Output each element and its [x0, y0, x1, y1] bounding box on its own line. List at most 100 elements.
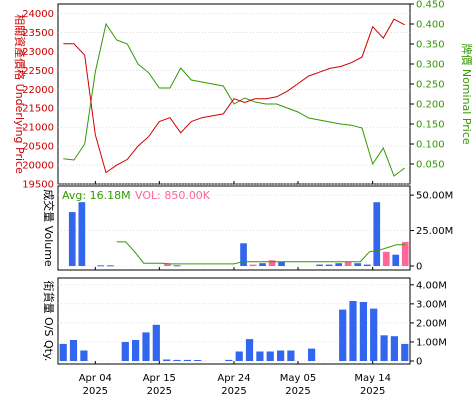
os-qty-bar — [80, 350, 88, 361]
date-label-year: 2025 — [221, 386, 246, 397]
os-qty-bar — [163, 359, 171, 361]
date-axis-labels: Apr 04 2025 Apr 15 2025 Apr 24 2025 May 05 2025… — [79, 181, 391, 397]
os-qty-bar — [235, 351, 243, 361]
underlying-tick-label: 22500 — [22, 66, 54, 77]
volume-bar — [173, 265, 181, 267]
volume-bar — [78, 202, 86, 266]
underlying-tick-label: 23500 — [22, 28, 54, 39]
date-label-month-day: Apr 04 — [79, 373, 112, 384]
os-qty-tick-label: 4.00M — [416, 280, 447, 291]
volume-bar — [363, 264, 371, 266]
os-qty-axis-title: 街貨量 O/S Qty. — [42, 281, 56, 362]
os-qty-bar — [287, 350, 295, 361]
volume-bar — [392, 254, 400, 266]
os-qty-bar — [245, 339, 254, 361]
volume-bar — [373, 202, 381, 266]
os-qty-ticks: 4.00M 3.00M 2.00M 1.00M 0 — [410, 280, 447, 368]
volume-tick-label: 50.00M — [416, 191, 453, 202]
os-qty-tick-label: 1.00M — [416, 337, 447, 348]
os-qty-bar — [183, 359, 191, 361]
nominal-tick-label: 0.350 — [416, 40, 445, 51]
nominal-tick-label: 0.150 — [416, 120, 445, 131]
date-label-year: 2025 — [147, 386, 172, 397]
volume-bar — [268, 260, 276, 266]
underlying-tick-label: 21000 — [22, 123, 54, 134]
os-qty-bar — [69, 340, 78, 361]
os-qty-bar — [194, 360, 202, 361]
os-qty-bar — [256, 351, 264, 361]
nominal-price-line — [63, 22, 405, 177]
nominal-tick-label: 0.300 — [416, 60, 445, 71]
os-qty-tick-label: 2.00M — [416, 318, 447, 329]
volume-panel-frame — [57, 185, 411, 271]
volume-bar — [164, 263, 171, 266]
volume-bar — [325, 264, 333, 266]
volume-bar — [335, 263, 342, 266]
underlying-tick-label: 19500 — [22, 180, 54, 191]
os-qty-bar — [401, 343, 409, 361]
underlying-tick-label: 22000 — [22, 85, 54, 96]
volume-bars — [68, 202, 409, 267]
os-qty-tick-label: 3.00M — [416, 299, 447, 310]
volume-bar — [107, 265, 114, 267]
underlying-tick-label: 20500 — [22, 142, 54, 153]
volume-bar — [344, 261, 352, 266]
os-qty-bar — [359, 302, 367, 361]
underlying-tick-label: 21500 — [22, 104, 54, 115]
os-qty-tick-label: 0 — [416, 357, 422, 368]
nominal-price-ticks: 0.450 0.400 0.350 0.300 0.250 0.200 0.150 0.100… — [410, 0, 445, 171]
os-qty-bars — [59, 301, 409, 361]
os-qty-bar — [308, 348, 316, 361]
date-label-year: 2025 — [83, 386, 108, 397]
underlying-price-ticks: 24000 23500 23000 22500 22000 21500 21000 20500… — [22, 9, 54, 191]
date-label-year: 2025 — [285, 386, 310, 397]
os-qty-bar — [390, 336, 398, 361]
volume-ticks: 50.00M 25.00M 0 — [410, 191, 453, 273]
os-qty-bar — [370, 308, 378, 361]
volume-axis-title: 成交量 Volume — [42, 189, 56, 267]
nominal-tick-label: 0.450 — [416, 0, 445, 11]
os-qty-bar — [132, 340, 140, 361]
underlying-price-axis-title: 相關資產價格 Underlying Price — [13, 14, 27, 174]
os-qty-bar — [266, 351, 274, 361]
volume-bar — [278, 261, 285, 266]
underlying-tick-label: 20000 — [22, 161, 54, 172]
date-label-month-day: Apr 24 — [217, 373, 250, 384]
volume-bar — [316, 264, 323, 266]
volume-bar — [240, 243, 247, 266]
volume-tick-label: 25.00M — [416, 226, 453, 237]
underlying-tick-label: 23000 — [22, 47, 54, 58]
date-label-month-day: May 14 — [354, 373, 391, 384]
volume-bar — [401, 241, 409, 266]
os-qty-bar — [339, 309, 347, 361]
volume-bar — [97, 265, 105, 267]
os-qty-bar — [59, 343, 67, 361]
volume-bar — [259, 263, 266, 266]
os-qty-panel-frame — [57, 277, 411, 365]
os-qty-bar — [380, 335, 388, 361]
nominal-tick-label: 0.400 — [416, 20, 445, 31]
nominal-tick-label: 0.050 — [416, 160, 445, 171]
os-qty-bar — [173, 359, 181, 361]
date-label-year: 2025 — [360, 386, 385, 397]
os-qty-bar — [225, 359, 233, 361]
volume-bar — [354, 263, 361, 266]
volume-average-line — [116, 241, 406, 265]
nominal-price-axis-title: 牌價 Nominal Price — [460, 43, 474, 145]
date-label-month-day: Apr 15 — [143, 373, 176, 384]
os-qty-bar — [142, 332, 150, 361]
underlying-price-line — [63, 18, 405, 174]
volume-bar — [68, 212, 76, 266]
volume-average-label: Avg: 16.18M — [62, 189, 131, 202]
nominal-tick-label: 0.100 — [416, 140, 445, 151]
nominal-tick-label: 0.200 — [416, 100, 445, 111]
volume-today-label: VOL: 850.00K — [135, 189, 211, 202]
nominal-tick-label: 0.250 — [416, 80, 445, 91]
price-panel-frame — [57, 3, 411, 185]
os-qty-bar — [277, 350, 285, 361]
os-qty-bar — [121, 342, 129, 361]
volume-tick-label: 0 — [416, 262, 422, 273]
os-qty-bar — [349, 301, 357, 361]
volume-bar — [382, 251, 390, 266]
